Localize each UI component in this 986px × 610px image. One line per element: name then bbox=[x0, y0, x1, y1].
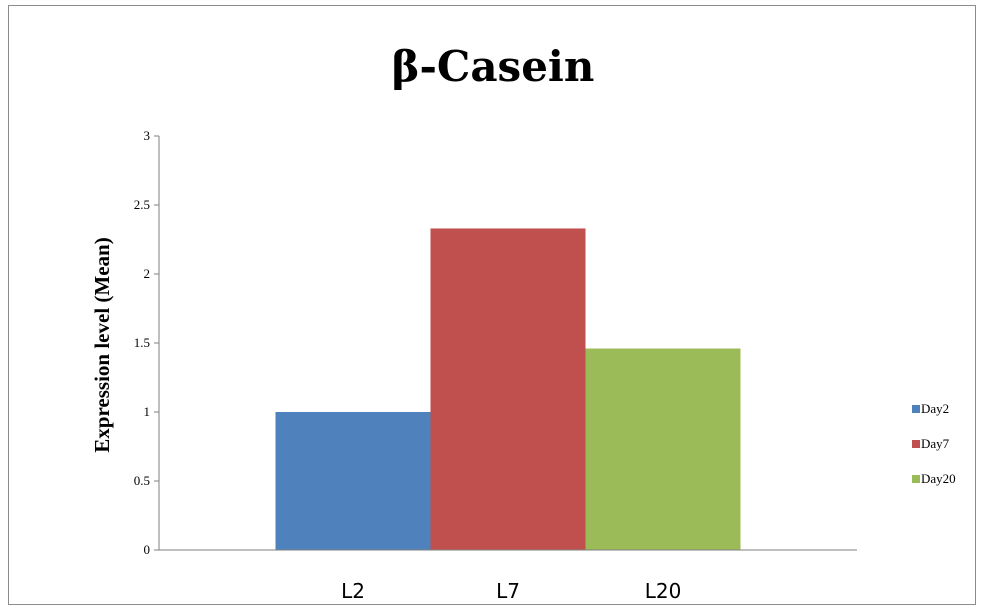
legend-label: Day20 bbox=[921, 471, 956, 486]
bar-day7 bbox=[430, 228, 586, 550]
y-axis-ticks: 0 0.5 1 1.5 2 2.5 3 bbox=[134, 128, 159, 557]
legend-swatch bbox=[912, 405, 920, 413]
x-axis-categories: L2 L7 L20 bbox=[341, 579, 681, 603]
y-tick-label: 2.5 bbox=[134, 197, 150, 212]
y-tick-label: 2 bbox=[144, 266, 151, 281]
x-category-label: L20 bbox=[645, 579, 682, 603]
bar-day20 bbox=[585, 348, 741, 550]
x-category-label: L2 bbox=[341, 579, 365, 603]
legend: Day2 Day7 Day20 bbox=[912, 401, 956, 486]
legend-label: Day2 bbox=[921, 401, 949, 416]
y-tick-label: 0 bbox=[144, 542, 151, 557]
chart-title: β-Casein bbox=[391, 42, 595, 91]
bars bbox=[275, 228, 741, 550]
legend-swatch bbox=[912, 440, 920, 448]
y-tick-label: 3 bbox=[144, 128, 151, 143]
y-tick-label: 1 bbox=[144, 404, 151, 419]
legend-swatch bbox=[912, 475, 920, 483]
bar-day2 bbox=[275, 412, 431, 550]
y-axis-label: Expression level (Mean) bbox=[90, 237, 114, 452]
y-tick-label: 1.5 bbox=[134, 335, 150, 350]
y-tick-label: 0.5 bbox=[134, 473, 150, 488]
x-category-label: L7 bbox=[496, 579, 520, 603]
legend-label: Day7 bbox=[921, 436, 950, 451]
